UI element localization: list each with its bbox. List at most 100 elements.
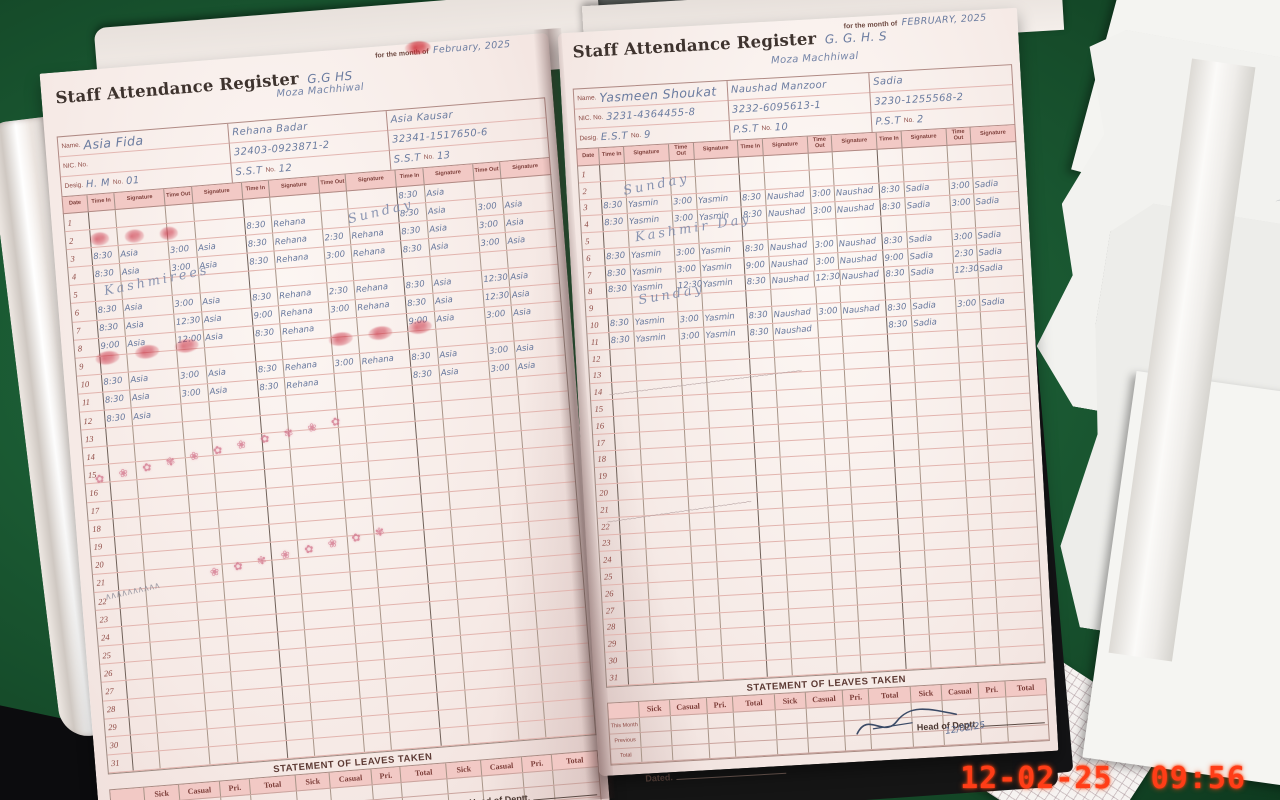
attendance-cell: Sadia (903, 179, 949, 198)
grid-header-cell: Time In (86, 193, 116, 212)
attendance-cell (788, 606, 834, 625)
attendance-cell (164, 203, 194, 224)
handwritten-entry: Naushad (773, 307, 812, 321)
month-handwritten: FEBRUARY, 2025 (901, 12, 987, 29)
handwritten-entry: Asia (198, 259, 218, 272)
attendance-cell: 8:30 (740, 206, 767, 224)
attendance-cell (844, 367, 890, 387)
attendance-cell (105, 426, 134, 446)
teacher-nic-handwritten: 32341-1517650-6 (391, 126, 489, 146)
attendance-cell (345, 516, 374, 536)
attendance-cell (982, 360, 1029, 379)
day-cell: 1 (64, 212, 89, 231)
attendance-rows: 1 2 3 8:30 Yasmin 3:00 Yasmin 8:30 Naushad 3:00 Na… (577, 141, 1046, 688)
day-cell: 16 (86, 483, 111, 502)
attendance-cell (128, 715, 158, 735)
attendance-cell (425, 545, 454, 566)
teacher-no-handwritten: 9 (643, 129, 652, 141)
day-cell: 19 (90, 537, 115, 556)
attendance-cell (484, 323, 514, 343)
attendance-cell (713, 509, 759, 528)
attendance-cell (693, 596, 719, 614)
attendance-cell: 9:00 (97, 336, 127, 356)
attendance-cell (917, 431, 963, 450)
attendance-cell (419, 473, 449, 494)
attendance-cell (201, 654, 230, 675)
attendance-cell (773, 338, 819, 357)
grid-header-cell: Time Out (667, 143, 694, 161)
attendance-cell (192, 546, 222, 566)
attendance-cell: 8:30 (879, 198, 906, 216)
attendance-cell: 3:00 (673, 243, 699, 262)
attendance-cell (908, 280, 955, 299)
attendance-cell (637, 396, 683, 415)
attendance-cell: Yasmin (695, 191, 741, 210)
attendance-cell (113, 534, 143, 554)
attendance-cell (762, 153, 809, 172)
attendance-cell (648, 597, 695, 616)
attendance-cell (99, 354, 129, 374)
handwritten-entry: Sadia (905, 182, 930, 196)
handwritten-entry: 2:30 (324, 231, 345, 244)
attendance-cell (955, 312, 981, 330)
attendance-cell (627, 228, 674, 247)
handwritten-entry: 8:30 (887, 302, 908, 314)
attendance-cell (914, 380, 961, 399)
attendance-cell (624, 161, 670, 180)
handwritten-entry: 3:00 (814, 238, 835, 251)
attendance-cell: 3:00 (169, 257, 198, 278)
handwritten-entry: 12:30 (954, 264, 980, 277)
attendance-cell (714, 526, 760, 545)
month-label: for the month of (843, 20, 898, 31)
right-page: Staff Attendance Register G. G. H. S Moz… (557, 7, 1059, 783)
attendance-cell (617, 482, 643, 500)
attendance-cell (499, 503, 529, 523)
grid-header-cell: Date (581, 152, 595, 160)
statement-header-cell: Sick (294, 772, 330, 791)
attendance-cell (773, 354, 820, 374)
handwritten-entry: 8:30 (258, 381, 279, 394)
attendance-cell (679, 344, 705, 362)
attendance-cell (266, 504, 296, 524)
attendance-cell (711, 476, 757, 495)
attendance-cell (333, 371, 363, 392)
attendance-cell (967, 530, 994, 548)
day-cell: 14 (83, 447, 108, 466)
attendance-cell (919, 464, 965, 483)
attendance-cell (624, 178, 671, 197)
handwritten-entry: 8:30 (92, 249, 113, 262)
attendance-cell (749, 357, 775, 375)
attendance-cell (983, 376, 1030, 396)
attendance-cell: 3:00 (810, 202, 836, 220)
handwritten-entry: 8:30 (883, 235, 904, 247)
attendance-cell (834, 638, 861, 656)
handwritten-entry: 3:00 (325, 249, 346, 262)
attendance-cell (949, 211, 976, 229)
attendance-cell (253, 341, 283, 362)
statement-cell (807, 736, 845, 753)
handwritten-entry: 8:30 (412, 369, 433, 382)
attendance-cell (845, 384, 891, 403)
day-cell: 20 (91, 555, 116, 574)
grid-header-cell: Date (68, 199, 82, 207)
attendance-cell (755, 474, 782, 492)
handwritten-entry: Asia (432, 277, 452, 290)
attendance-cell (624, 616, 651, 634)
attendance-cell (826, 487, 852, 505)
day-cell: 9 (75, 357, 100, 376)
attendance-cell: 8:30 (739, 189, 766, 207)
attendance-cell: Yasmin (630, 278, 676, 298)
day-cell: 6 (583, 249, 605, 266)
attendance-cell: 3:00 (167, 239, 197, 260)
attendance-cell: Yasmin (625, 194, 672, 214)
attendance-cell (263, 468, 293, 488)
handwritten-entry: 9:00 (745, 259, 766, 272)
statement-header-cell: Pri. (218, 779, 250, 797)
attendance-cell (717, 593, 764, 612)
attendance-cell (652, 664, 698, 683)
day-cell: 17 (593, 434, 615, 451)
attendance-cell (739, 172, 765, 191)
attendance-cell (260, 432, 290, 452)
handwritten-entry: Asia (517, 361, 537, 374)
day-cell: 15 (591, 400, 613, 417)
